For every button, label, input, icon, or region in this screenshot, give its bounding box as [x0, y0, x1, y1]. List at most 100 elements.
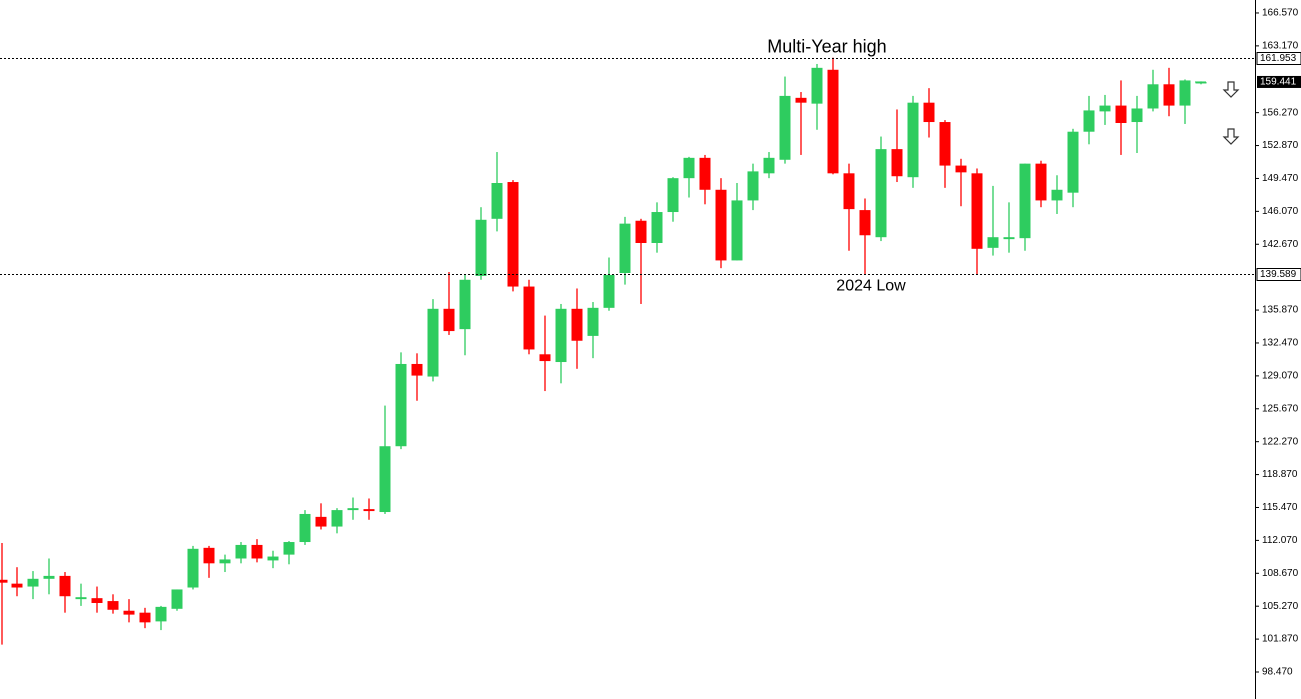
candle-body — [603, 274, 615, 308]
y-tick-label: 125.670 — [1262, 403, 1299, 414]
candle-body — [1179, 80, 1191, 106]
candle-body — [1115, 105, 1127, 123]
y-tick-label: 101.870 — [1262, 634, 1299, 645]
candle-body — [219, 559, 231, 564]
candle-body — [971, 173, 983, 249]
candle-body — [0, 579, 8, 583]
y-tick-label: 122.270 — [1262, 436, 1299, 447]
candle-body — [667, 178, 679, 213]
annotation: Multi-Year high — [767, 36, 886, 56]
candle-body — [267, 556, 279, 561]
candle-body — [827, 69, 839, 174]
candle-body — [347, 508, 359, 511]
y-tick-label: 135.870 — [1262, 305, 1299, 316]
candle-body — [187, 548, 199, 588]
candle-body — [779, 95, 791, 160]
candle-body — [1195, 81, 1207, 84]
y-tick-label: 146.070 — [1262, 206, 1299, 217]
last-price-label: 159.441 — [1260, 77, 1297, 88]
candle-body — [1051, 189, 1063, 201]
y-tick-label: 152.870 — [1262, 140, 1299, 151]
candle-body — [1163, 84, 1175, 106]
candle-body — [299, 513, 311, 543]
candle-body — [171, 589, 183, 609]
candle-body — [43, 575, 55, 579]
candle-body — [235, 544, 247, 559]
candle-body — [1019, 163, 1031, 239]
candle-body — [875, 149, 887, 238]
candle-body — [283, 542, 295, 555]
y-tick-label: 149.470 — [1262, 173, 1299, 184]
candle-body — [587, 307, 599, 336]
y-tick-label: 163.170 — [1262, 41, 1299, 52]
candle-body — [859, 210, 871, 236]
candle-body — [683, 157, 695, 179]
candle-body — [891, 149, 903, 177]
candle-body — [523, 286, 535, 350]
y-tick-label: 118.870 — [1262, 469, 1298, 480]
level-label: 161.953 — [1260, 53, 1297, 64]
y-tick-label: 112.070 — [1262, 535, 1298, 546]
candle-body — [107, 601, 119, 610]
candle-body — [203, 547, 215, 564]
candle-body — [571, 308, 583, 341]
candle-body — [27, 578, 39, 587]
candle-body — [507, 182, 519, 287]
candle-body — [1131, 108, 1143, 123]
candle-body — [1099, 105, 1111, 112]
y-tick-label: 98.470 — [1262, 667, 1293, 678]
level-label: 139.589 — [1260, 269, 1297, 280]
candle-body — [379, 446, 391, 513]
candle-body — [331, 510, 343, 527]
candle-body — [731, 200, 743, 261]
y-tick-label: 105.270 — [1262, 601, 1299, 612]
candle-body — [619, 223, 631, 273]
candle-body — [251, 544, 263, 559]
candle-body — [443, 308, 455, 332]
candle-body — [11, 583, 23, 588]
candle-body — [987, 237, 999, 248]
y-tick-label: 108.670 — [1262, 568, 1299, 579]
candle-body — [1147, 84, 1159, 109]
level-label-box — [1256, 52, 1301, 65]
candle-body — [395, 363, 407, 447]
candle-body — [747, 171, 759, 201]
candle-body — [635, 220, 647, 243]
candle-body — [651, 212, 663, 243]
candle-body — [1035, 163, 1047, 201]
y-tick-label: 142.670 — [1262, 239, 1299, 250]
annotation: 2024 Low — [836, 278, 906, 295]
candle-body — [315, 516, 327, 527]
candle-body — [155, 606, 167, 622]
y-tick-label: 132.470 — [1262, 338, 1299, 349]
candle-body — [715, 189, 727, 261]
candle-body — [699, 157, 711, 190]
candle-body — [411, 363, 423, 376]
y-tick-label: 156.270 — [1262, 107, 1299, 118]
candle-body — [795, 97, 807, 103]
candle-body — [91, 598, 103, 603]
candle-body — [1003, 237, 1015, 240]
candle-body — [555, 308, 567, 363]
y-tick-label: 166.570 — [1262, 8, 1299, 19]
candle-body — [923, 102, 935, 123]
candle-body — [459, 279, 471, 330]
candle-body — [539, 354, 551, 362]
candle-body — [363, 509, 375, 512]
level-label-box — [1256, 268, 1301, 281]
candle-body — [811, 67, 823, 104]
candle-body — [763, 157, 775, 174]
candle-body — [955, 165, 967, 173]
candle-body — [123, 610, 135, 615]
candle-body — [907, 102, 919, 178]
candle-body — [939, 122, 951, 166]
candle-body — [475, 219, 487, 276]
candle-body — [1067, 131, 1079, 193]
candle-body — [139, 612, 151, 623]
y-tick-label: 115.470 — [1262, 502, 1298, 513]
arrow-icon — [1222, 81, 1240, 145]
candle-body — [491, 183, 503, 219]
y-tick-label: 129.070 — [1262, 371, 1299, 382]
